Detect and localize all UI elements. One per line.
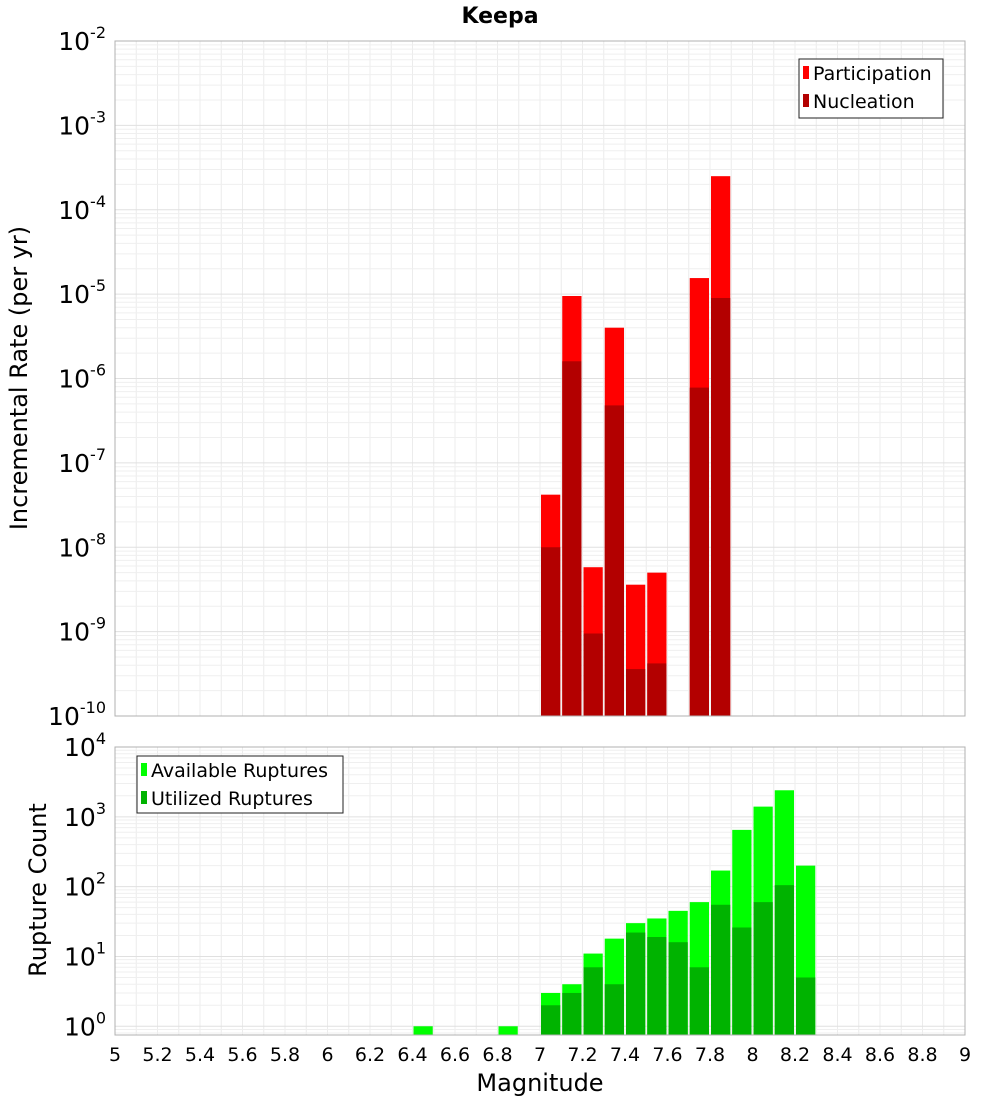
bottom-bar-s2 <box>753 902 773 1035</box>
bottom-y-tick-label: 101 <box>64 938 106 971</box>
top-y-tick-label: 10-2 <box>58 23 106 56</box>
bottom-legend-swatch <box>141 791 147 804</box>
x-tick-label: 7.2 <box>567 1044 597 1066</box>
top-legend-swatch <box>803 66 809 79</box>
bottom-y-tick-label: 104 <box>64 729 106 762</box>
x-tick-label: 7.6 <box>652 1044 682 1066</box>
top-panel: 10-10 10-9 10-8 10-7 10-6 10-5 10-4 10-3 10-2 Par… <box>48 23 966 731</box>
x-tick-label: 7 <box>534 1044 546 1066</box>
top-y-tick-label: 10-4 <box>58 192 106 225</box>
top-bar-s2 <box>626 669 646 716</box>
x-tick-label: 5.4 <box>185 1044 215 1066</box>
bottom-y-tick-label: 103 <box>64 799 106 832</box>
top-bar-s2 <box>647 663 667 716</box>
top-y-tick-label: 10-8 <box>58 529 106 562</box>
x-tick-label: 5.6 <box>227 1044 257 1066</box>
x-tick-label: 5.8 <box>270 1044 300 1066</box>
x-tick-label: 5 <box>109 1044 121 1066</box>
bottom-bar-s2 <box>583 967 603 1035</box>
x-tick-label: 6.2 <box>355 1044 385 1066</box>
x-tick-label: 5.2 <box>142 1044 172 1066</box>
x-tick-label: 8 <box>746 1044 758 1066</box>
top-legend-label: Nucleation <box>813 91 915 113</box>
bottom-plot-frame <box>114 746 966 1036</box>
top-legend-box <box>798 58 944 119</box>
x-tick-label: 8.4 <box>822 1044 852 1066</box>
bottom-bar-s2 <box>562 992 582 1035</box>
bottom-legend-label: Utilized Ruptures <box>151 788 313 810</box>
x-tick-label: 8.2 <box>780 1044 810 1066</box>
x-tick-label: 6.4 <box>397 1044 427 1066</box>
bottom-legend-swatch <box>141 763 147 776</box>
top-bar-s2 <box>541 547 561 716</box>
bottom-legend: Available Ruptures Utilized Ruptures <box>136 755 344 814</box>
bottom-bar-s2 <box>647 936 667 1035</box>
bottom-bar-s2 <box>668 942 688 1035</box>
top-bar-s2 <box>562 361 582 716</box>
top-bar-s2 <box>689 387 709 716</box>
bottom-panel: 100 101 102 103 104 Available Ruptures Utilize… <box>64 729 971 1066</box>
top-bar-s2 <box>604 405 624 716</box>
top-bar-s2 <box>583 633 603 716</box>
x-axis-label: Magnitude <box>476 1069 603 1097</box>
bottom-bar-s2 <box>711 904 731 1035</box>
top-y-tick-label: 10-7 <box>58 445 106 478</box>
bottom-bar-s2 <box>626 932 646 1035</box>
bottom-bar-s2 <box>732 927 752 1035</box>
bottom-legend-box <box>136 755 344 814</box>
bottom-bar-s2 <box>689 967 709 1035</box>
x-tick-label: 8.8 <box>907 1044 937 1066</box>
x-tick-label: 6 <box>321 1044 333 1066</box>
top-y-tick-label: 10-5 <box>58 276 106 309</box>
x-tick-label: 7.4 <box>610 1044 640 1066</box>
top-y-axis-label: Incremental Rate (per yr) <box>5 226 33 530</box>
chart-title: Keepa <box>461 4 538 29</box>
top-plot-frame <box>114 40 966 717</box>
bottom-bar-s2 <box>774 885 794 1035</box>
top-y-tick-label: 10-10 <box>48 698 106 731</box>
top-y-tick-label: 10-3 <box>58 107 106 140</box>
bottom-y-tick-label: 102 <box>64 869 106 902</box>
x-tick-label: 9 <box>959 1044 971 1066</box>
bottom-y-tick-label: 100 <box>64 1008 106 1041</box>
top-y-tick-label: 10-6 <box>58 361 106 394</box>
top-legend-swatch <box>803 94 809 107</box>
x-tick-label: 7.8 <box>695 1044 725 1066</box>
bottom-bar-s2 <box>541 1005 561 1035</box>
bottom-bar-s1 <box>498 1026 518 1035</box>
x-tick-label: 8.6 <box>865 1044 895 1066</box>
bottom-bar-s1 <box>413 1026 433 1035</box>
bottom-legend-label: Available Ruptures <box>151 760 328 782</box>
x-tick-label: 6.8 <box>482 1044 512 1066</box>
top-legend-label: Participation <box>813 63 932 85</box>
top-legend: Participation Nucleation <box>798 58 944 119</box>
x-tick-label: 6.6 <box>440 1044 470 1066</box>
top-y-tick-label: 10-9 <box>58 614 106 647</box>
top-bar-s2 <box>711 297 731 716</box>
bottom-y-axis-label: Rupture Count <box>24 803 52 977</box>
bottom-bar-s2 <box>604 984 624 1035</box>
bottom-bar-s2 <box>796 977 816 1035</box>
